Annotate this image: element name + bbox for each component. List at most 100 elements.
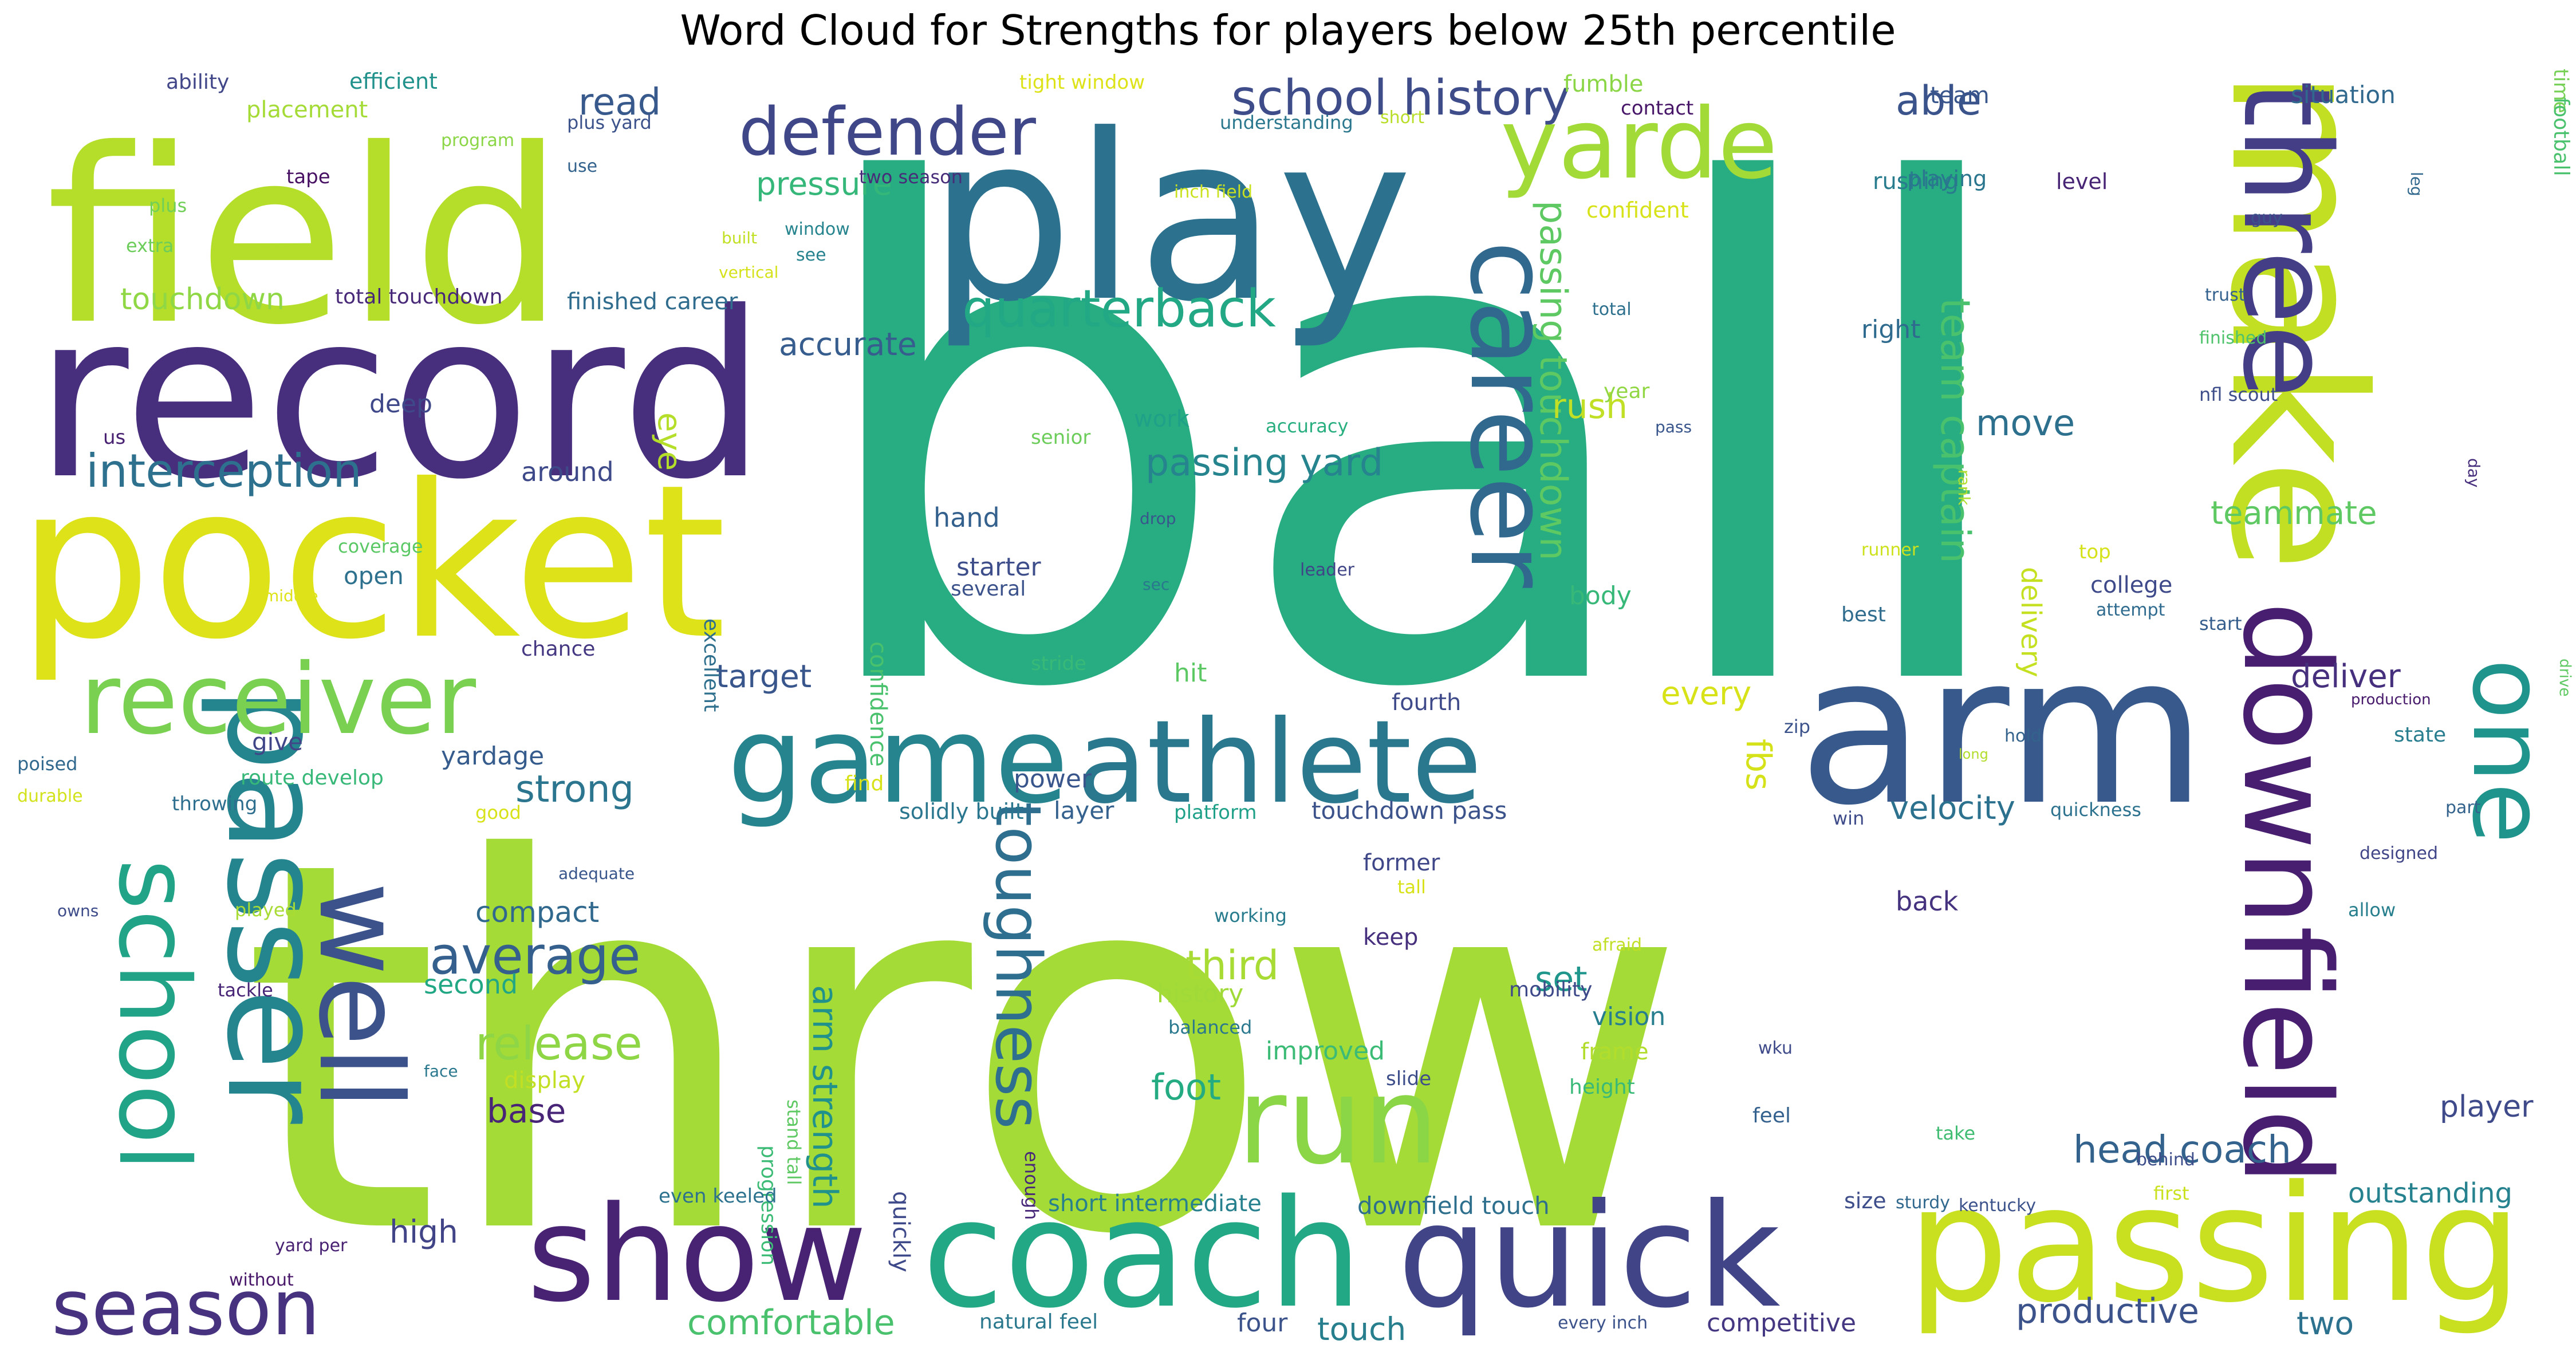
word-comfortable: comfortable — [687, 1303, 895, 1343]
word-release: release — [475, 1017, 643, 1070]
word-high: high — [389, 1213, 458, 1250]
word-ability: ability — [166, 70, 229, 94]
word-working: working — [1214, 905, 1287, 927]
word-inch-field: inch field — [1174, 182, 1252, 202]
word-two: two — [2297, 1305, 2354, 1342]
word-every: every — [1661, 675, 1751, 712]
word-face: face — [424, 1062, 458, 1081]
word-window: window — [785, 219, 850, 239]
word-finished-career: finished career — [567, 289, 738, 315]
word-ball: ball — [802, 46, 2026, 836]
word-able: able — [1896, 77, 1982, 124]
word-program: program — [441, 131, 514, 151]
word-yard-per: yard per — [275, 1236, 348, 1256]
word-part: part — [2445, 798, 2481, 818]
word-zip: zip — [1784, 716, 1810, 738]
word-read: read — [578, 81, 661, 124]
word-give: give — [252, 728, 303, 756]
word-long: long — [1959, 746, 1988, 762]
word-leader: leader — [1300, 560, 1355, 580]
word-take: take — [1936, 1122, 1975, 1144]
word-allow: allow — [2348, 899, 2396, 921]
word-trust: trust — [2205, 285, 2246, 305]
word-day: day — [2464, 458, 2483, 488]
word-one: one — [2451, 659, 2566, 843]
word-toughness: toughness — [982, 802, 1055, 1129]
word-career: career — [1446, 241, 1573, 589]
word-base: base — [487, 1091, 566, 1130]
word-extra: extra — [126, 235, 174, 257]
word-kentucky: kentucky — [1959, 1196, 2036, 1216]
word-quickly: quickly — [888, 1191, 914, 1272]
word-middle: middle — [263, 586, 318, 605]
word-quickness: quickness — [2050, 799, 2141, 821]
word-afraid: afraid — [1592, 935, 1642, 955]
word-first: first — [2153, 1182, 2189, 1204]
word-passing-touchdown: passing touchdown — [1531, 200, 1574, 561]
word-level: level — [2056, 169, 2108, 194]
word-interception: interception — [86, 444, 362, 498]
word-keep: keep — [1363, 924, 1418, 951]
word-rank: rank — [1955, 470, 1974, 506]
word-rush: rush — [1552, 387, 1628, 427]
word-time: time — [2549, 69, 2572, 113]
word-passing-yard: passing yard — [1145, 442, 1383, 484]
word-balanced: balanced — [1168, 1016, 1252, 1038]
word-passing: passing — [1907, 1152, 2522, 1338]
word-downfield-touch: downfield touch — [1357, 1192, 1550, 1220]
word-record: record — [34, 263, 766, 530]
word-touchdown-pass: touchdown pass — [1311, 797, 1507, 825]
word-teammate: teammate — [2211, 495, 2377, 532]
word-designed: designed — [2360, 843, 2438, 864]
word-drive: drive — [2556, 659, 2573, 697]
word-confidence: confidence — [865, 641, 891, 767]
word-open: open — [344, 562, 404, 590]
word-game: game — [727, 690, 1069, 830]
word-productive: productive — [2016, 1291, 2199, 1331]
word-foot: foot — [1151, 1066, 1221, 1108]
word-height: height — [1569, 1075, 1635, 1099]
word-senior: senior — [1031, 426, 1090, 449]
word-team: team — [1930, 82, 1990, 109]
word-state: state — [2394, 723, 2446, 747]
word-velocity: velocity — [1890, 790, 2015, 827]
word-player: player — [2440, 1090, 2534, 1124]
word-make: make — [2190, 69, 2403, 572]
word-set: set — [1535, 959, 1588, 999]
word-behind: behind — [2136, 1150, 2195, 1170]
word-compact: compact — [475, 896, 599, 929]
word-starter: starter — [956, 553, 1042, 582]
word-fumble: fumble — [1563, 71, 1644, 97]
word-body: body — [1569, 581, 1632, 610]
word-right: right — [1861, 315, 1920, 344]
word-average: average — [430, 926, 640, 986]
word-arm: arm — [1798, 610, 2207, 850]
word-accuracy: accuracy — [1266, 415, 1348, 437]
word-enough: enough — [1021, 1151, 1042, 1220]
word-fbs: fbs — [1738, 739, 1778, 790]
word-college: college — [2090, 572, 2172, 598]
word-poised: poised — [17, 753, 77, 775]
word-plus: plus — [149, 195, 187, 216]
word-frame: frame — [1581, 1039, 1649, 1065]
word-four: four — [1237, 1308, 1288, 1338]
word-defender: defender — [739, 94, 1037, 171]
word-school-history: school history — [1231, 70, 1570, 127]
word-school: school — [97, 859, 210, 1171]
word-deep: deep — [369, 389, 432, 419]
word-contact: contact — [1621, 97, 1693, 120]
word-delivery: delivery — [2015, 567, 2047, 677]
word-work: work — [1134, 406, 1190, 432]
word-drop: drop — [1140, 509, 1176, 528]
word-placement: placement — [246, 97, 368, 123]
word-tall: tall — [1397, 876, 1426, 898]
word-excellent: excellent — [699, 618, 723, 712]
word-year: year — [1604, 380, 1650, 403]
word-third: third — [1185, 942, 1279, 989]
word-start: start — [2199, 613, 2242, 634]
word-confident: confident — [1586, 198, 1689, 223]
word-rushing: rushing — [1873, 168, 1959, 195]
word-move: move — [1976, 402, 2075, 444]
word-see: see — [796, 245, 826, 265]
